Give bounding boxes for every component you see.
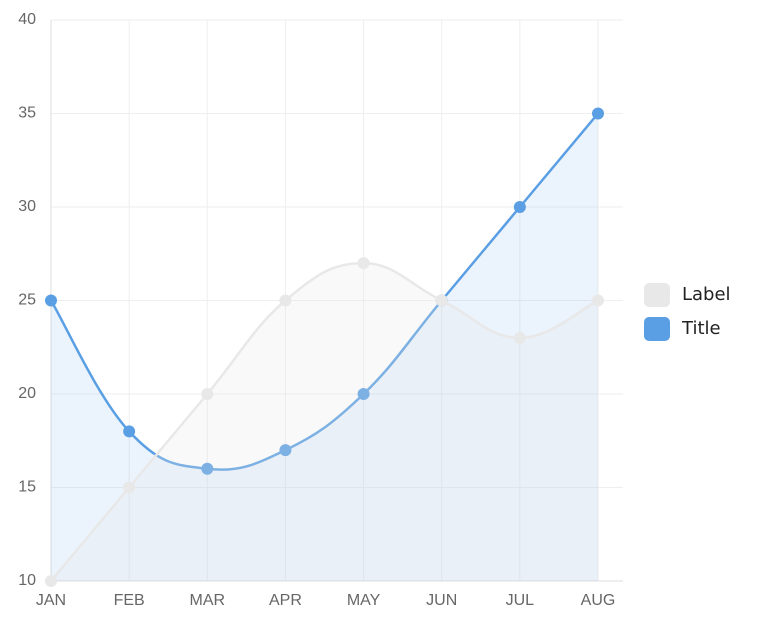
point: [357, 257, 370, 270]
x-tick-label: FEB: [114, 592, 145, 609]
x-tick-label: JUL: [506, 592, 535, 609]
legend-text: Label: [682, 284, 731, 305]
point: [279, 444, 292, 457]
point: [435, 294, 448, 307]
point: [201, 388, 214, 400]
x-tick-label: JUN: [426, 592, 457, 609]
point: [592, 294, 604, 307]
y-tick-label: 30: [18, 198, 36, 215]
point: [123, 425, 136, 438]
legend-swatch: [644, 283, 670, 307]
x-tick-label: MAY: [347, 592, 381, 609]
area: [51, 113, 598, 581]
point: [513, 201, 526, 213]
y-tick-label: 10: [18, 572, 36, 589]
x-tick-label: APR: [269, 592, 302, 609]
point: [45, 575, 57, 587]
x-tick-label: MAR: [190, 592, 226, 609]
point: [279, 294, 292, 307]
legend-text: Title: [681, 318, 721, 339]
y-tick-label: 20: [18, 385, 36, 402]
point: [357, 388, 370, 400]
point: [592, 107, 604, 120]
area: [51, 263, 598, 581]
point: [45, 294, 57, 307]
point: [201, 462, 214, 475]
y-tick-label: 35: [18, 105, 36, 122]
legend-swatch: [644, 317, 670, 341]
x-tick-label: AUG: [581, 592, 616, 609]
point: [123, 481, 136, 494]
point: [513, 331, 526, 344]
y-tick-label: 15: [18, 479, 36, 496]
y-tick-label: 25: [18, 292, 36, 309]
y-tick-label: 40: [18, 11, 36, 28]
x-tick-label: JAN: [36, 592, 66, 609]
